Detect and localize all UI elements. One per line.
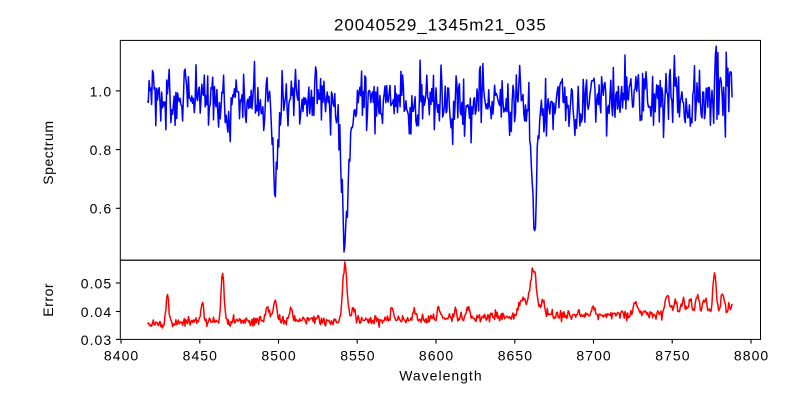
- svg-text:Spectrum: Spectrum: [40, 120, 56, 184]
- svg-text:0.03: 0.03: [81, 332, 112, 348]
- svg-text:Wavelength: Wavelength: [399, 368, 482, 384]
- svg-text:8400: 8400: [104, 348, 139, 364]
- svg-text:8800: 8800: [734, 348, 769, 364]
- svg-text:8750: 8750: [655, 348, 690, 364]
- svg-text:0.6: 0.6: [90, 201, 113, 217]
- svg-text:8450: 8450: [183, 348, 218, 364]
- svg-text:0.05: 0.05: [81, 275, 112, 291]
- svg-text:8700: 8700: [576, 348, 611, 364]
- svg-text:1.0: 1.0: [90, 83, 113, 99]
- svg-text:8650: 8650: [498, 348, 533, 364]
- svg-text:20040529_1345m21_035: 20040529_1345m21_035: [334, 15, 547, 34]
- svg-text:8500: 8500: [261, 348, 296, 364]
- svg-text:0.04: 0.04: [81, 304, 112, 320]
- svg-text:Error: Error: [40, 283, 56, 317]
- svg-text:8550: 8550: [340, 348, 375, 364]
- svg-text:8600: 8600: [419, 348, 454, 364]
- svg-text:0.8: 0.8: [90, 142, 113, 158]
